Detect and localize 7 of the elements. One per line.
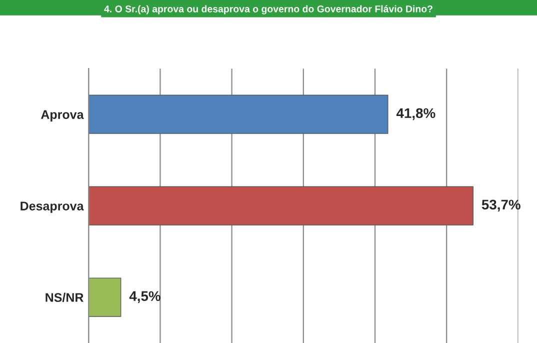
data-label: 41,8% xyxy=(396,108,436,120)
y-tick-label: Desaprova xyxy=(20,202,84,213)
chart-title: 4. O Sr.(a) aprova ou desaprova o governo do Governador Flávio Dino? xyxy=(104,5,432,14)
data-label: 53,7% xyxy=(482,200,520,212)
y-tick-label: NS/NR xyxy=(46,292,84,302)
y-tick-label: Aprova xyxy=(40,110,84,122)
data-label: 4,5% xyxy=(129,291,160,304)
